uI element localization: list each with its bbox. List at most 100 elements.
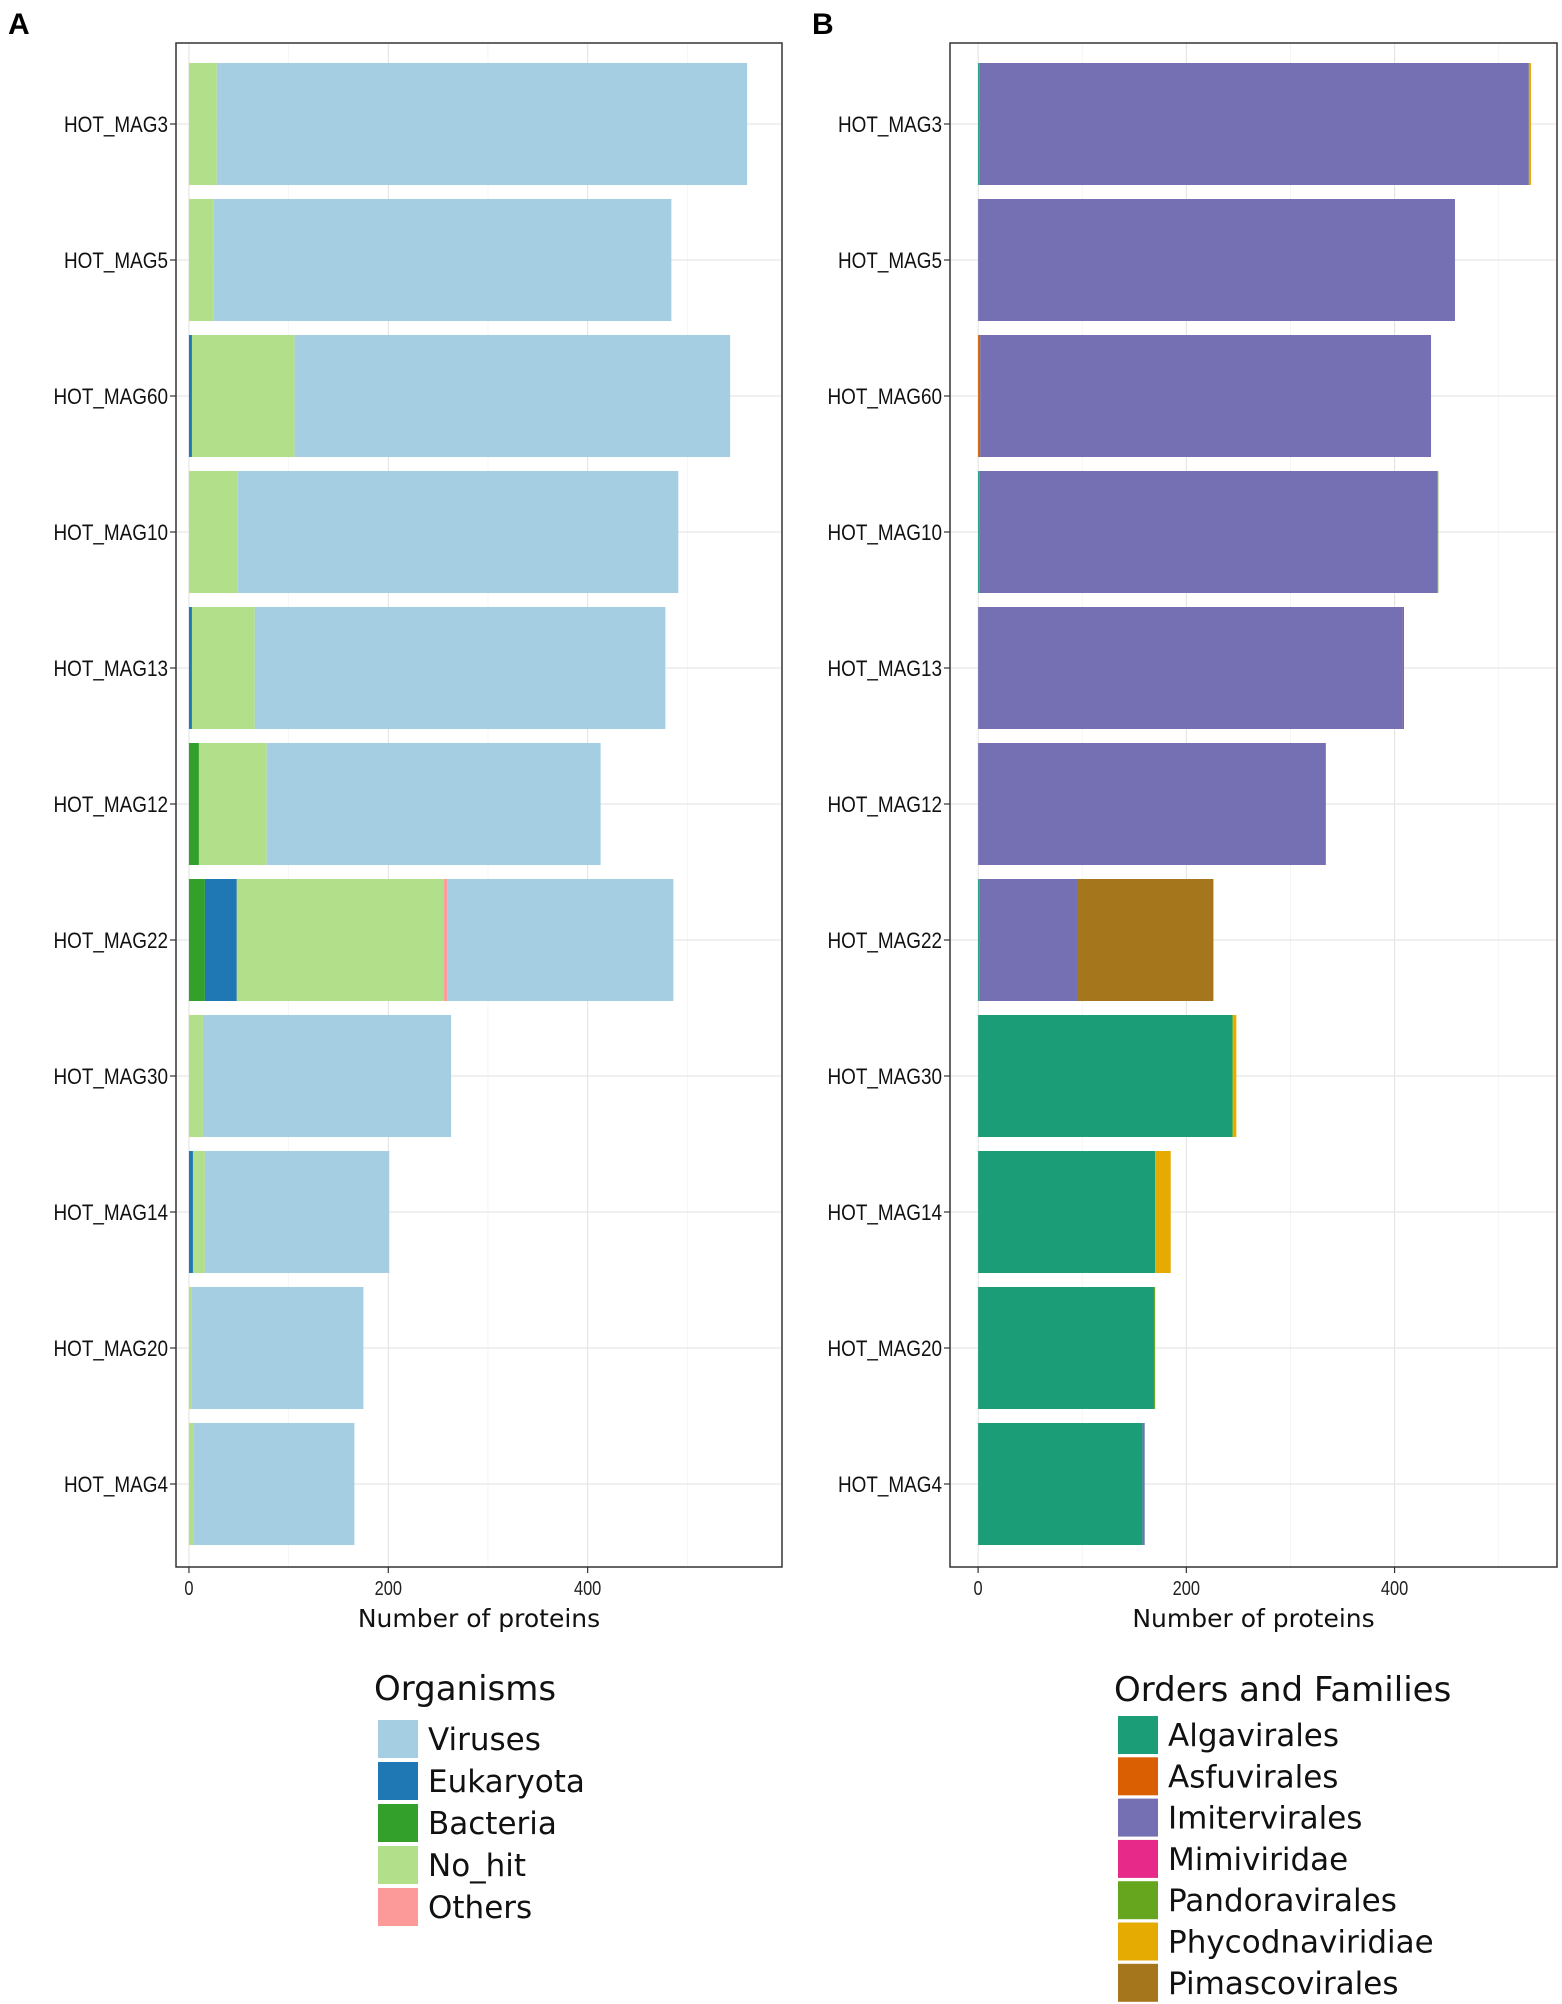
y-tick-label: HOT_MAG5 [838, 249, 942, 274]
legend-item: Phycodnaviridiae [1118, 1922, 1434, 1961]
bar-no-hit-hot-mag20 [188, 1287, 192, 1409]
bar-eukaryota-hot-mag60 [188, 335, 192, 457]
y-tick-label: HOT_MAG60 [53, 385, 168, 410]
legend-label: No_hit [428, 1848, 526, 1884]
x-tick-label: 200 [375, 1576, 402, 1599]
legend: Orders and Families Algavirales Asfuvirale… [1114, 1670, 1451, 2002]
bar-algavirales-hot-mag22 [978, 879, 980, 1001]
y-tick-label: HOT_MAG10 [53, 521, 168, 546]
bar-imitervirales-hot-mag13 [978, 607, 1403, 729]
legend-label: Asfuvirales [1168, 1759, 1338, 1795]
bar-algavirales-hot-mag14 [978, 1151, 1156, 1273]
legend-label: Pandoravirales [1168, 1883, 1397, 1919]
y-tick-label: HOT_MAG14 [53, 1201, 168, 1226]
bar-no-hit-hot-mag14 [192, 1151, 205, 1273]
legend-label: Others [428, 1890, 532, 1926]
panel-b: B HOT_MAG3 HOT_MAG5 HOT_MAG60 HOT_MAG10 HOT_M… [812, 8, 1558, 2002]
bar-algavirales-hot-mag4 [978, 1423, 1143, 1545]
legend-title: Orders and Families [1114, 1670, 1451, 1710]
bar-viruses-hot-mag13 [254, 607, 666, 729]
bar-phycodnaviridiae-hot-mag3 [1528, 63, 1531, 185]
y-tick-label: HOT_MAG30 [53, 1065, 168, 1090]
bar-asfuvirales-hot-mag60 [978, 335, 981, 457]
x-tick-label: 200 [1173, 1576, 1200, 1599]
bar-no-hit-hot-mag22 [236, 879, 445, 1001]
bar-imitervirales-hot-mag3 [979, 63, 1529, 185]
bar-viruses-hot-mag12 [266, 743, 601, 865]
bar-algavirales-hot-mag3 [978, 63, 980, 185]
x-tick-label: 0 [184, 1576, 193, 1599]
y-tick-label: HOT_MAG20 [53, 1337, 168, 1362]
legend-item: Viruses [378, 1720, 541, 1758]
bar-bacteria-hot-mag12 [188, 743, 199, 865]
legend-item: Others [378, 1888, 532, 1926]
bar-viruses-hot-mag14 [204, 1151, 390, 1273]
x-tick-label: 0 [974, 1576, 983, 1599]
bar-others-hot-mag22 [444, 879, 448, 1001]
y-tick-label: HOT_MAG30 [827, 1065, 942, 1090]
legend-swatch [1118, 1881, 1158, 1920]
y-tick-label: HOT_MAG4 [64, 1473, 168, 1498]
bar-eukaryota-hot-mag14 [188, 1151, 193, 1273]
bar-viruses-hot-mag10 [237, 471, 679, 593]
bar-no-hit-hot-mag60 [191, 335, 295, 457]
legend-item: Pandoravirales [1118, 1881, 1397, 1920]
legend-title: Organisms [374, 1669, 556, 1709]
legend-swatch [1118, 1839, 1158, 1878]
bar-viruses-hot-mag30 [202, 1015, 452, 1137]
bar-algavirales-hot-mag30 [978, 1015, 1233, 1137]
bar-bacteria-hot-mag22 [188, 879, 205, 1001]
legend-label: Mimiviridae [1168, 1842, 1348, 1878]
bar-pandoravirales-hot-mag30 [1232, 1015, 1234, 1137]
plot-border [949, 42, 1558, 1568]
legend-swatch [1118, 1798, 1158, 1837]
y-tick-label: HOT_MAG3 [64, 113, 168, 138]
plot-border [175, 42, 783, 1568]
legend-item: Imitervirales [1118, 1798, 1362, 1837]
legend-label: Bacteria [428, 1806, 557, 1842]
y-tick-label: HOT_MAG12 [827, 793, 942, 818]
bar-no-hit-hot-mag4 [188, 1423, 194, 1545]
legend-item: Asfuvirales [1118, 1757, 1338, 1796]
y-tick-label: HOT_MAG5 [64, 249, 168, 274]
bar-no-hit-hot-mag12 [198, 743, 267, 865]
bar-eukaryota-hot-mag22 [204, 879, 237, 1001]
legend-swatch [378, 1888, 418, 1926]
legend-label: Viruses [428, 1722, 541, 1758]
legend-swatch [378, 1846, 418, 1884]
bar-imitervirales-hot-mag12 [978, 743, 1326, 865]
legend-item: Bacteria [378, 1804, 557, 1842]
bar-algavirales-hot-mag20 [978, 1287, 1155, 1409]
legend-item: Mimiviridae [1118, 1839, 1348, 1878]
bar-viruses-hot-mag3 [216, 63, 748, 185]
bar-mimiviridae-hot-mag13 [1402, 607, 1404, 729]
legend-swatch [1118, 1963, 1158, 2002]
bar-eukaryota-hot-mag13 [188, 607, 192, 729]
bar-imitervirales-hot-mag10 [979, 471, 1438, 593]
legend-label: Imitervirales [1168, 1801, 1362, 1837]
y-tick-label: HOT_MAG14 [827, 1201, 942, 1226]
legend-swatch [378, 1804, 418, 1842]
legend-label: Eukaryota [428, 1764, 585, 1800]
legend-swatch [1118, 1757, 1158, 1796]
y-tick-label: HOT_MAG60 [827, 385, 942, 410]
legend-swatch [1118, 1922, 1158, 1961]
panel-letter: A [8, 8, 30, 41]
bar-no-hit-hot-mag3 [188, 63, 217, 185]
bar-viruses-hot-mag5 [213, 199, 672, 321]
bar-imitervirales-hot-mag60 [980, 335, 1432, 457]
legend-label: Phycodnaviridiae [1168, 1925, 1434, 1961]
bar-pimascovirales-hot-mag22 [1077, 879, 1214, 1001]
panel-letter: B [812, 8, 834, 41]
y-tick-label: HOT_MAG22 [827, 929, 942, 954]
legend-swatch [378, 1762, 418, 1800]
y-tick-label: HOT_MAG13 [827, 657, 942, 682]
legend-label: Pimascovirales [1168, 1966, 1399, 2002]
bar-pandoravirales-hot-mag10 [1437, 471, 1439, 593]
legend-item: Pimascovirales [1118, 1963, 1399, 2002]
legend-label: Algavirales [1168, 1718, 1339, 1754]
bar-viruses-hot-mag22 [447, 879, 674, 1001]
legend-item: Eukaryota [378, 1762, 585, 1800]
y-tick-label: HOT_MAG12 [53, 793, 168, 818]
